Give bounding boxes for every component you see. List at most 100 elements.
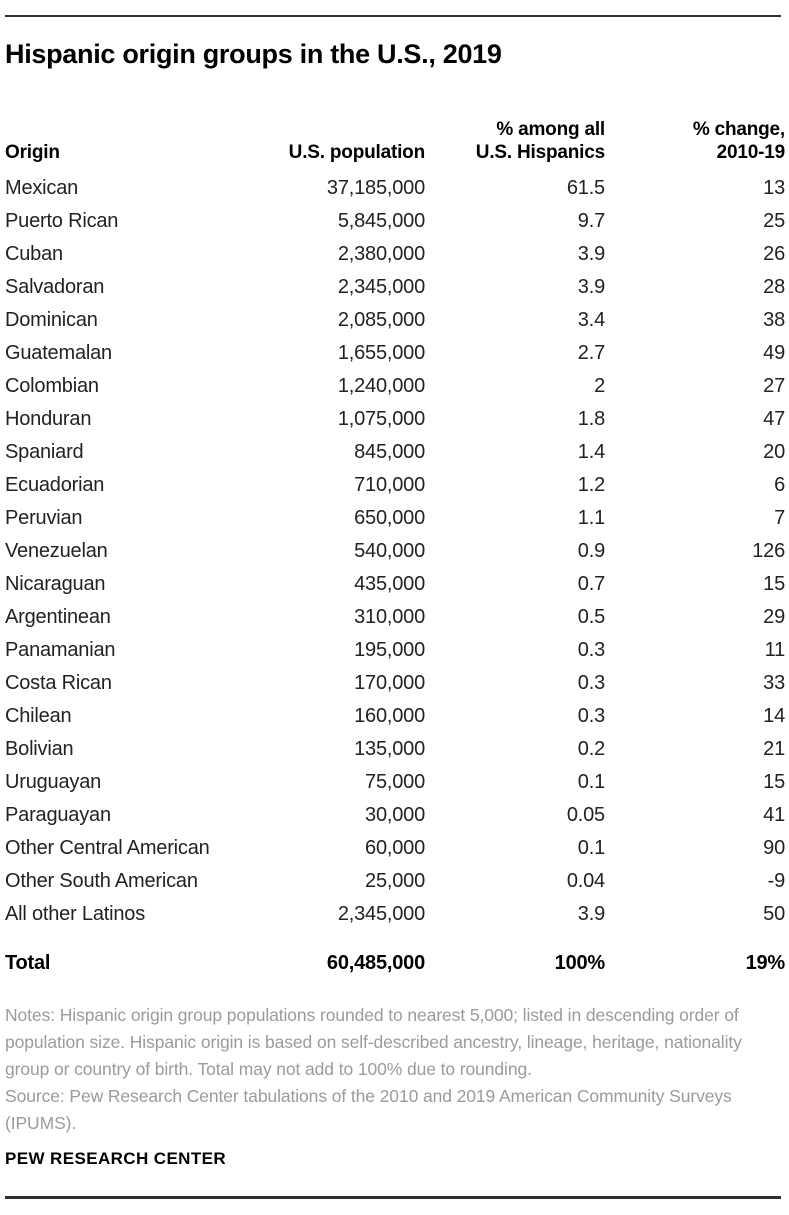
population-cell: 310,000 (354, 606, 425, 629)
population-cell: 30,000 (365, 804, 425, 827)
change-cell: 90 (763, 837, 785, 860)
table-row: Peruvian 650,000 1.1 7 (5, 502, 785, 535)
population-cell: 435,000 (354, 573, 425, 596)
top-divider (5, 15, 781, 17)
pct-cell: 2 (594, 375, 605, 398)
table-header: Origin U.S. population % among all U.S. … (5, 88, 785, 172)
change-cell: 7 (774, 507, 785, 530)
origin-cell: Ecuadorian (5, 474, 105, 497)
origin-cell: Dominican (5, 309, 98, 332)
change-cell: 13 (763, 177, 785, 200)
origin-cell: Other South American (5, 870, 198, 893)
change-cell: 11 (764, 639, 785, 662)
change-cell: 50 (763, 903, 785, 926)
population-cell: 1,075,000 (337, 408, 425, 431)
table-row: Cuban 2,380,000 3.9 26 (5, 238, 785, 271)
table-row: Uruguayan 75,000 0.1 15 (5, 766, 785, 799)
change-cell: 25 (763, 210, 785, 233)
change-cell: 15 (763, 573, 785, 596)
total-population-cell: 60,485,000 (326, 952, 425, 975)
population-cell: 845,000 (354, 441, 425, 464)
table-row: Argentinean 310,000 0.5 29 (5, 601, 785, 634)
other-rows-group: Other Central American 60,000 0.1 90 Oth… (5, 832, 785, 931)
change-cell: 27 (763, 375, 785, 398)
header-row: Origin U.S. population % among all U.S. … (5, 88, 785, 172)
origin-cell: Guatemalan (5, 342, 112, 365)
pct-cell: 1.8 (577, 408, 605, 431)
pct-cell: 3.9 (577, 276, 605, 299)
origin-cell: Panamanian (5, 639, 116, 662)
total-row: Total 60,485,000 100% 19% (5, 931, 785, 980)
origin-cell: Peruvian (5, 507, 83, 530)
pct-cell: 3.9 (577, 243, 605, 266)
table-row: Dominican 2,085,000 3.4 38 (5, 304, 785, 337)
pct-cell: 0.2 (577, 738, 605, 761)
pct-cell: 0.3 (577, 672, 605, 695)
pct-cell: 0.5 (577, 606, 605, 629)
pct-cell: 0.3 (577, 639, 605, 662)
change-cell: 49 (763, 342, 785, 365)
change-cell: 26 (763, 243, 785, 266)
origin-cell: Paraguayan (5, 804, 111, 827)
table-row: All other Latinos 2,345,000 3.9 50 (5, 898, 785, 931)
population-cell: 2,345,000 (337, 276, 425, 299)
table-row: Honduran 1,075,000 1.8 47 (5, 403, 785, 436)
population-cell: 710,000 (354, 474, 425, 497)
column-header-pct-line2: U.S. Hispanics (475, 142, 605, 164)
total-pct-cell: 100% (554, 952, 605, 975)
pct-cell: 0.1 (577, 771, 605, 794)
population-cell: 5,845,000 (337, 210, 425, 233)
column-header-pct: % among all U.S. Hispanics (425, 88, 605, 172)
table-row: Bolivian 135,000 0.2 21 (5, 733, 785, 766)
change-cell: 126 (752, 540, 785, 563)
origin-cell: Chilean (5, 705, 72, 728)
pct-cell: 1.2 (577, 474, 605, 497)
origin-cell: Uruguayan (5, 771, 102, 794)
change-cell: 15 (763, 771, 785, 794)
change-cell: 14 (763, 705, 785, 728)
table-row: Mexican 37,185,000 61.5 13 (5, 172, 785, 205)
table-row: Chilean 160,000 0.3 14 (5, 700, 785, 733)
population-cell: 25,000 (365, 870, 425, 893)
origin-cell: Cuban (5, 243, 63, 266)
table-row: Paraguayan 30,000 0.05 41 (5, 799, 785, 832)
column-header-change: % change, 2010-19 (605, 88, 785, 172)
table-row: Panamanian 195,000 0.3 11 (5, 634, 785, 667)
figure-page: Hispanic origin groups in the U.S., 2019… (0, 15, 789, 1200)
table-row: Guatemalan 1,655,000 2.7 49 (5, 337, 785, 370)
column-header-change-line2: 2010-19 (716, 142, 786, 164)
origin-cell: Nicaraguan (5, 573, 106, 596)
table-row: Colombian 1,240,000 2 27 (5, 370, 785, 403)
change-cell: 41 (763, 804, 785, 827)
pct-cell: 61.5 (566, 177, 605, 200)
total-row-group: Total 60,485,000 100% 19% (5, 931, 785, 980)
origin-cell: Argentinean (5, 606, 111, 629)
source-text: Source: Pew Research Center tabulations … (5, 1086, 732, 1134)
origin-cell: Costa Rican (5, 672, 112, 695)
population-cell: 2,085,000 (337, 309, 425, 332)
population-cell: 650,000 (354, 507, 425, 530)
pct-cell: 0.1 (577, 837, 605, 860)
origin-cell: Bolivian (5, 738, 74, 761)
population-cell: 2,380,000 (337, 243, 425, 266)
pct-cell: 0.04 (566, 870, 605, 893)
table-row: Costa Rican 170,000 0.3 33 (5, 667, 785, 700)
change-cell: 47 (763, 408, 785, 431)
population-cell: 170,000 (354, 672, 425, 695)
pct-cell: 0.05 (566, 804, 605, 827)
bottom-divider (5, 1196, 781, 1200)
column-header-population: U.S. population (288, 142, 426, 164)
population-cell: 160,000 (354, 705, 425, 728)
pct-cell: 0.9 (577, 540, 605, 563)
population-cell: 2,345,000 (337, 903, 425, 926)
pct-cell: 3.9 (577, 903, 605, 926)
table-row: Other South American 25,000 0.04 -9 (5, 865, 785, 898)
change-cell: -9 (767, 870, 785, 893)
origin-cell: All other Latinos (5, 903, 146, 926)
column-header-change-line1: % change, (692, 119, 785, 141)
population-cell: 1,240,000 (337, 375, 425, 398)
change-cell: 38 (763, 309, 785, 332)
pct-cell: 1.1 (577, 507, 605, 530)
origin-groups-table: Origin U.S. population % among all U.S. … (5, 88, 785, 980)
population-cell: 540,000 (354, 540, 425, 563)
